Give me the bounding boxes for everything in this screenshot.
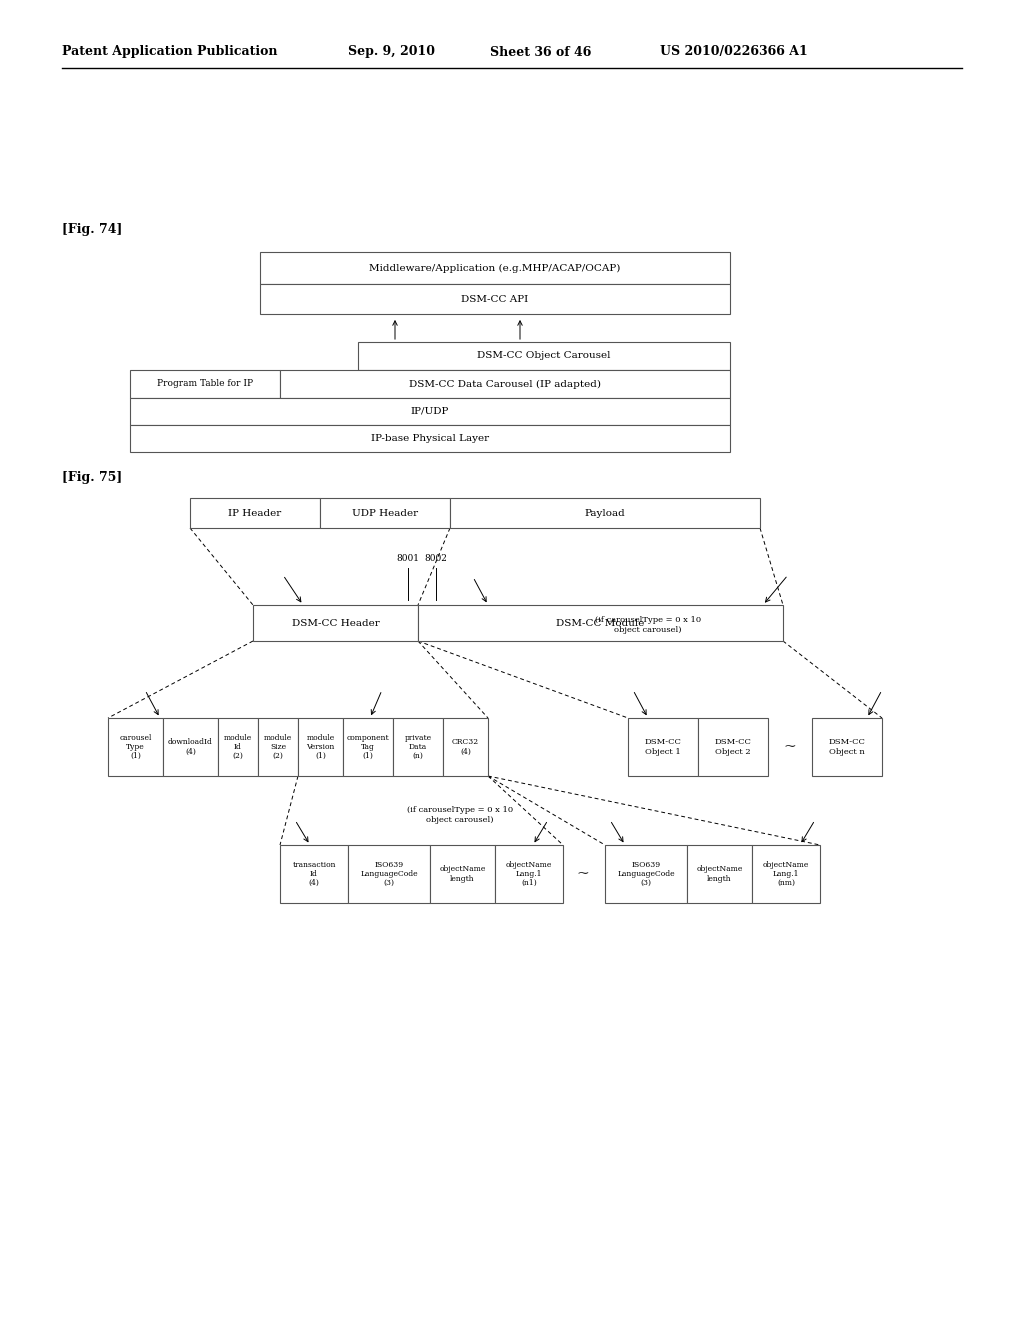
Bar (258, 718, 298, 776)
Bar (628, 718, 698, 776)
Bar (260, 252, 730, 284)
Bar (443, 718, 488, 776)
Text: (if carouselType = 0 x 10
object carousel): (if carouselType = 0 x 10 object carouse… (595, 616, 701, 634)
Bar (130, 399, 730, 425)
Text: 8001: 8001 (396, 554, 420, 564)
Text: private
Data
(n): private Data (n) (404, 734, 431, 760)
Bar (319, 498, 450, 528)
Bar (130, 370, 280, 399)
Bar (108, 718, 163, 776)
Text: DSM-CC
Object 1: DSM-CC Object 1 (644, 738, 681, 755)
Text: IP/UDP: IP/UDP (411, 407, 450, 416)
Text: [Fig. 75]: [Fig. 75] (62, 471, 122, 484)
Text: CRC32
(4): CRC32 (4) (452, 738, 479, 755)
Bar (343, 718, 393, 776)
Bar (418, 605, 783, 642)
Text: Program Table for IP: Program Table for IP (157, 380, 253, 388)
Bar (812, 718, 882, 776)
Text: US 2010/0226366 A1: US 2010/0226366 A1 (660, 45, 808, 58)
Text: ~: ~ (783, 741, 797, 754)
Bar (430, 845, 495, 903)
Bar (253, 605, 418, 642)
Text: Sheet 36 of 46: Sheet 36 of 46 (490, 45, 592, 58)
Text: module
Version
(1): module Version (1) (306, 734, 335, 760)
Bar (260, 284, 730, 314)
Text: objectName
Lang.1
(n1): objectName Lang.1 (n1) (506, 861, 552, 887)
Text: objectName
length: objectName length (696, 866, 742, 883)
Bar (280, 845, 348, 903)
Text: ~: ~ (577, 867, 590, 880)
Text: ISO639
LanguageCode
(3): ISO639 LanguageCode (3) (617, 861, 675, 887)
Bar (450, 498, 760, 528)
Bar (348, 845, 430, 903)
Bar (698, 718, 768, 776)
Bar (280, 370, 730, 399)
Text: IP-base Physical Layer: IP-base Physical Layer (371, 434, 489, 444)
Text: ISO639
LanguageCode
(3): ISO639 LanguageCode (3) (360, 861, 418, 887)
Text: UDP Header: UDP Header (352, 508, 418, 517)
Text: Patent Application Publication: Patent Application Publication (62, 45, 278, 58)
Text: objectName
Lang.1
(nm): objectName Lang.1 (nm) (763, 861, 809, 887)
Text: Middleware/Application (e.g.MHP/ACAP/OCAP): Middleware/Application (e.g.MHP/ACAP/OCA… (370, 264, 621, 272)
Text: DSM-CC Module: DSM-CC Module (556, 619, 645, 627)
Text: carousel
Type
(1): carousel Type (1) (120, 734, 152, 760)
Bar (687, 845, 752, 903)
Bar (163, 718, 218, 776)
Text: DSM-CC Object Carousel: DSM-CC Object Carousel (477, 351, 610, 360)
Text: Sep. 9, 2010: Sep. 9, 2010 (348, 45, 435, 58)
Bar (190, 498, 319, 528)
Text: DSM-CC
Object 2: DSM-CC Object 2 (715, 738, 752, 755)
Bar (298, 718, 343, 776)
Text: transaction
Id
(4): transaction Id (4) (292, 861, 336, 887)
Bar (358, 342, 730, 370)
Text: [Fig. 74]: [Fig. 74] (62, 223, 123, 236)
Text: DSM-CC Header: DSM-CC Header (292, 619, 379, 627)
Text: component
Tag
(1): component Tag (1) (347, 734, 389, 760)
Text: module
Id
(2): module Id (2) (224, 734, 252, 760)
Text: DSM-CC Data Carousel (IP adapted): DSM-CC Data Carousel (IP adapted) (409, 379, 601, 388)
Text: module
Size
(2): module Size (2) (264, 734, 292, 760)
Text: downloadId
(4): downloadId (4) (168, 738, 213, 755)
Bar (605, 845, 687, 903)
Text: Payload: Payload (585, 508, 626, 517)
Text: (if carouselType = 0 x 10
object carousel): (if carouselType = 0 x 10 object carouse… (407, 807, 513, 824)
Bar (393, 718, 443, 776)
Bar (130, 425, 730, 451)
Bar (495, 845, 563, 903)
Text: 8002: 8002 (425, 554, 447, 564)
Text: DSM-CC API: DSM-CC API (462, 294, 528, 304)
Bar (218, 718, 258, 776)
Text: IP Header: IP Header (228, 508, 282, 517)
Text: objectName
length: objectName length (439, 866, 485, 883)
Bar (752, 845, 820, 903)
Text: DSM-CC
Object n: DSM-CC Object n (828, 738, 865, 755)
